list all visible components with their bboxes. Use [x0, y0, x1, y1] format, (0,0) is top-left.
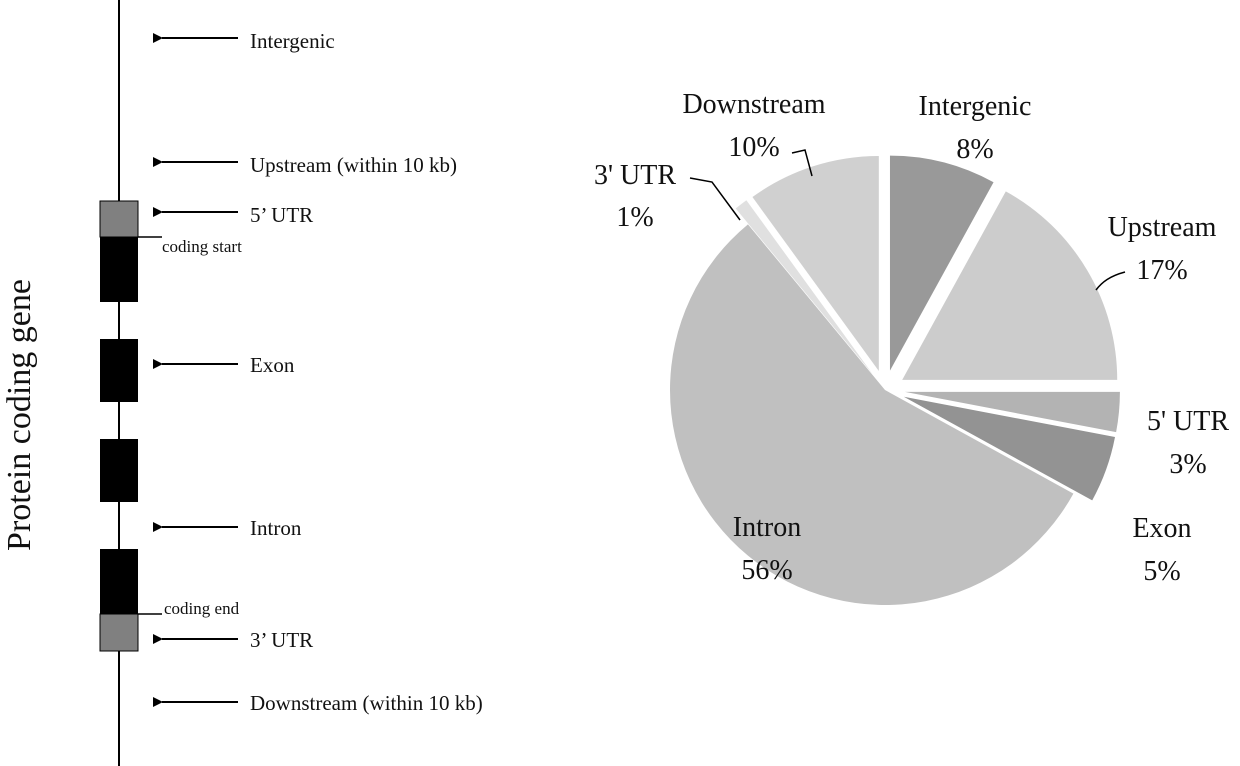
pie-slice-exon	[903, 396, 1116, 501]
utr5-box	[99, 200, 139, 238]
label-intergenic: Intergenic	[250, 29, 335, 53]
pie-leader-3-utr	[689, 177, 741, 221]
label-intron: Intron	[250, 516, 302, 540]
pie-label-value-exon: 5%	[1143, 556, 1180, 587]
pie-label-value-3-utr: 1%	[616, 202, 653, 233]
pie-slice-3-utr	[735, 200, 873, 375]
pie-slice-5-utr	[904, 391, 1120, 433]
pie-slice-intergenic	[889, 155, 994, 371]
pie-slice-upstream	[902, 191, 1118, 380]
pie-label-value-5-utr: 3%	[1169, 449, 1206, 480]
pie-label-name-intron: Intron	[733, 512, 801, 543]
label-utr3: 3’ UTR	[250, 628, 313, 652]
pie-chart	[670, 155, 1120, 605]
pie-leader-downstream	[791, 149, 813, 177]
gene-axis-label: Protein coding gene	[1, 279, 38, 551]
pie-labels: Intergenic 8% Upstream 17% 5' UTR 3% Exon 5% Int…	[594, 89, 1229, 587]
pie-label-name-5-utr: 5' UTR	[1147, 406, 1229, 437]
exon-box-1	[100, 237, 138, 302]
pie-label-name-exon: Exon	[1132, 513, 1191, 544]
exon-box-2	[100, 339, 138, 402]
pie-label-name-intergenic: Intergenic	[919, 91, 1032, 122]
pie-slice-downstream	[752, 155, 879, 371]
pie-slice-intron	[670, 224, 1074, 605]
label-exon: Exon	[250, 353, 295, 377]
label-upstream: Upstream (within 10 kb)	[250, 153, 457, 177]
pie-label-name-upstream: Upstream	[1108, 212, 1217, 243]
pie-label-value-intron: 56%	[741, 555, 792, 586]
coding-end-label: coding end	[164, 599, 240, 618]
coding-start-label: coding start	[162, 237, 242, 256]
pie-label-name-downstream: Downstream	[682, 89, 825, 120]
label-downstream: Downstream (within 10 kb)	[250, 691, 483, 715]
pie-label-value-upstream: 17%	[1136, 255, 1187, 286]
utr3-box	[99, 613, 139, 652]
pie-label-name-3-utr: 3' UTR	[594, 160, 676, 191]
pie-leader-upstream	[1095, 271, 1126, 291]
exon-box-4	[100, 549, 138, 614]
gene-diagram: Protein coding gene Intergenic Upstream …	[1, 0, 483, 766]
pie-label-value-downstream: 10%	[728, 132, 779, 163]
pie-label-value-intergenic: 8%	[956, 134, 993, 165]
label-utr5: 5’ UTR	[250, 203, 313, 227]
exon-box-3	[100, 439, 138, 502]
